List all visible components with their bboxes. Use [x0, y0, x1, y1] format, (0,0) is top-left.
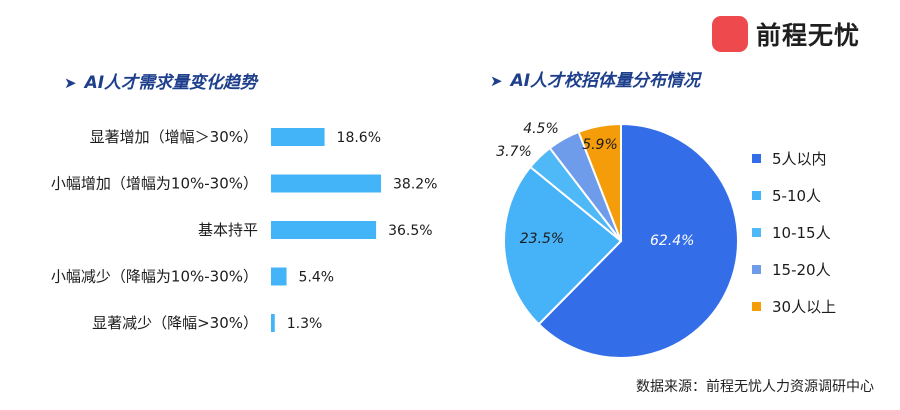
bar-category-label: 小幅增加（增幅为10%-30%）	[51, 175, 258, 193]
bar-category-label: 小幅减少（降幅为10%-30%）	[51, 268, 258, 286]
legend-label: 15-20人	[772, 261, 831, 279]
bar	[271, 174, 381, 193]
bar-value-label: 38.2%	[393, 177, 437, 193]
pie-chart-title: AI人才校招体量分布情况	[510, 71, 701, 91]
bar-chart-heading: ➤ AI人才需求量变化趋势	[64, 68, 257, 93]
legend-swatch	[752, 191, 761, 200]
bar-value-label: 5.4%	[299, 270, 335, 286]
brand-logo-icon	[712, 16, 748, 52]
pie-slice	[503, 165, 623, 326]
pie-slice	[577, 122, 622, 242]
legend-swatch	[752, 302, 761, 311]
bar-chart: 显著增加（增幅＞30%） 18.6% 小幅增加（增幅为10%-30%） 38.2% 基本…	[51, 128, 437, 332]
pie-slice-label: 62.4%	[650, 233, 694, 249]
bar-value-label: 36.5%	[388, 223, 432, 239]
bar-chart-title: AI人才需求量变化趋势	[84, 73, 258, 93]
pie-chart-heading: ➤ AI人才校招体量分布情况	[490, 66, 700, 91]
brand-name: 前程无忧	[756, 21, 861, 50]
brand-logo: 前程无忧	[712, 14, 860, 54]
pie-slice-label: 3.7%	[496, 144, 532, 160]
bar	[271, 221, 377, 239]
legend-swatch	[752, 228, 761, 237]
arrow-icon: ➤	[64, 74, 77, 92]
bar-category-label: 基本持平	[198, 221, 258, 239]
pie-slice-label: 5.9%	[582, 137, 618, 153]
pie-legend: 5人以内 5-10人 10-15人 15-20人 30人以上	[752, 150, 836, 316]
pie-slice-label: 23.5%	[520, 231, 564, 247]
pie-chart: 62.4% 23.5% 3.7% 4.5% 5.9%	[496, 121, 739, 359]
legend-label: 5人以内	[772, 150, 827, 168]
legend-swatch	[752, 265, 761, 274]
bar-category-label: 显著减少（降幅>30%）	[92, 314, 258, 332]
bar-value-label: 18.6%	[337, 130, 381, 146]
source-note: 数据来源：前程无忧人力资源调研中心	[636, 379, 874, 395]
bar-category-label: 显著增加（增幅＞30%）	[90, 128, 258, 146]
legend-label: 30人以上	[772, 298, 836, 316]
legend-label: 10-15人	[772, 224, 831, 242]
pie-slice-label: 4.5%	[523, 121, 559, 137]
legend-label: 5-10人	[772, 187, 821, 205]
bar	[271, 128, 325, 146]
bar	[271, 267, 287, 286]
arrow-icon: ➤	[490, 72, 503, 90]
pie-slice	[537, 122, 739, 359]
legend-swatch	[752, 154, 761, 163]
bar-value-label: 1.3%	[287, 316, 323, 332]
bar	[271, 314, 275, 332]
